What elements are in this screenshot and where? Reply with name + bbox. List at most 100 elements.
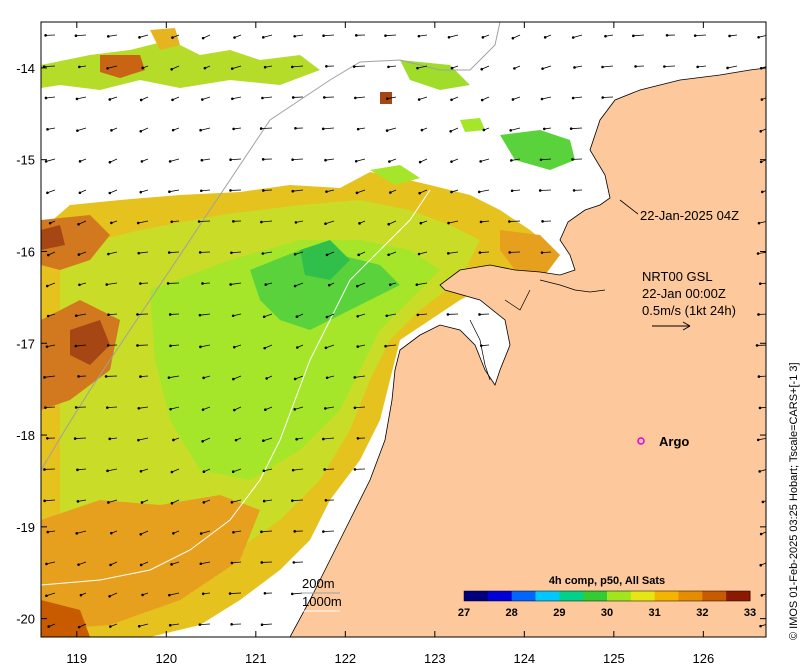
current-vector-head xyxy=(171,128,175,132)
current-vector-head xyxy=(105,283,109,286)
current-vector xyxy=(292,65,304,68)
current-vector-head xyxy=(324,346,328,350)
colorbar-segment xyxy=(583,591,608,601)
y-tick-label: -17 xyxy=(16,336,35,351)
current-vector-head xyxy=(758,282,762,285)
current-vector xyxy=(509,220,521,222)
current-vector-head xyxy=(510,189,514,193)
current-vector xyxy=(199,313,211,316)
x-tick-label: 120 xyxy=(155,651,177,666)
current-vector-head xyxy=(199,562,203,566)
current-vector xyxy=(139,623,149,627)
current-vector-head xyxy=(291,499,294,502)
current-vector xyxy=(263,34,273,38)
current-vector-head xyxy=(291,158,294,161)
current-vector-head xyxy=(387,65,390,69)
current-vector-head xyxy=(295,437,298,441)
current-vector-head xyxy=(384,34,387,37)
current-vector-head xyxy=(75,97,79,101)
current-vector xyxy=(169,592,180,596)
current-vector-head xyxy=(353,406,357,410)
current-vector xyxy=(138,220,149,224)
current-vector-head xyxy=(294,221,298,224)
current-vector xyxy=(46,561,56,565)
current-vector xyxy=(356,158,366,162)
current-vector-head xyxy=(48,221,52,225)
current-vector xyxy=(107,65,118,69)
current-vector xyxy=(264,499,273,502)
current-vector xyxy=(170,623,180,626)
current-vector-head xyxy=(419,221,423,225)
current-vector-head xyxy=(325,65,328,68)
contour-200m xyxy=(41,22,501,471)
current-vector-head xyxy=(417,98,421,101)
current-vector-head xyxy=(104,375,108,378)
current-vector-head xyxy=(540,97,544,101)
current-vector-head xyxy=(77,222,80,226)
current-vector-head xyxy=(263,346,267,350)
current-vector-head xyxy=(231,314,235,318)
current-vector-head xyxy=(44,406,47,409)
current-vector xyxy=(758,221,766,224)
current-vector xyxy=(512,189,521,192)
current-vector-head xyxy=(260,530,263,534)
colorbar-segment xyxy=(726,591,751,601)
current-vector xyxy=(76,96,87,100)
current-vector xyxy=(664,65,676,67)
current-vector-head xyxy=(106,469,109,473)
current-vector xyxy=(264,313,273,318)
current-vector-head xyxy=(758,406,762,410)
current-vector-head xyxy=(264,408,267,412)
current-vector xyxy=(387,96,397,100)
current-vector xyxy=(541,158,552,161)
current-vector xyxy=(357,282,366,287)
x-tick-label: 124 xyxy=(513,651,535,666)
current-vector xyxy=(419,96,428,100)
current-vector-head xyxy=(388,160,391,163)
current-vector xyxy=(233,468,242,473)
current-vector-head xyxy=(321,437,325,441)
current-vector-head xyxy=(415,283,419,286)
current-vector-head xyxy=(110,221,113,225)
current-vector xyxy=(170,406,180,410)
current-vector xyxy=(75,34,87,37)
current-vector-head xyxy=(508,220,511,223)
current-vector-head xyxy=(201,439,204,443)
current-vector-head xyxy=(357,253,361,257)
current-vector-head xyxy=(324,222,327,226)
current-vector-head xyxy=(352,65,356,68)
current-vector-head xyxy=(46,128,49,131)
current-vector-head xyxy=(139,190,143,194)
current-vector xyxy=(418,34,428,37)
colorbar-segment xyxy=(654,591,679,601)
current-vector-head xyxy=(353,468,357,471)
current-vector xyxy=(448,34,459,38)
current-vector xyxy=(261,127,273,130)
current-vector xyxy=(479,251,490,253)
current-vector-head xyxy=(260,561,264,564)
current-vector xyxy=(479,189,490,193)
current-vector-head xyxy=(385,129,389,132)
current-vector-head xyxy=(354,159,358,163)
current-vector xyxy=(107,406,118,409)
current-vector-head xyxy=(230,67,234,70)
current-vector xyxy=(325,344,335,349)
current-vector xyxy=(77,499,87,502)
current-vector-head xyxy=(136,313,139,316)
current-vector xyxy=(202,96,211,100)
current-vector-head xyxy=(107,313,110,317)
current-vector-head xyxy=(542,127,546,131)
colorbar-segment xyxy=(559,591,584,601)
current-vector-head xyxy=(293,377,297,381)
current-vector-head xyxy=(166,282,170,285)
current-vector xyxy=(542,65,552,70)
current-vector-head xyxy=(198,251,202,254)
current-vector-head xyxy=(228,592,232,595)
current-vector-head xyxy=(230,561,234,565)
current-vector-head xyxy=(327,283,331,287)
current-vector-head xyxy=(665,34,669,37)
current-vector-head xyxy=(416,66,419,70)
current-vector xyxy=(355,96,366,99)
current-vector-head xyxy=(447,221,450,225)
current-vector xyxy=(448,220,459,224)
